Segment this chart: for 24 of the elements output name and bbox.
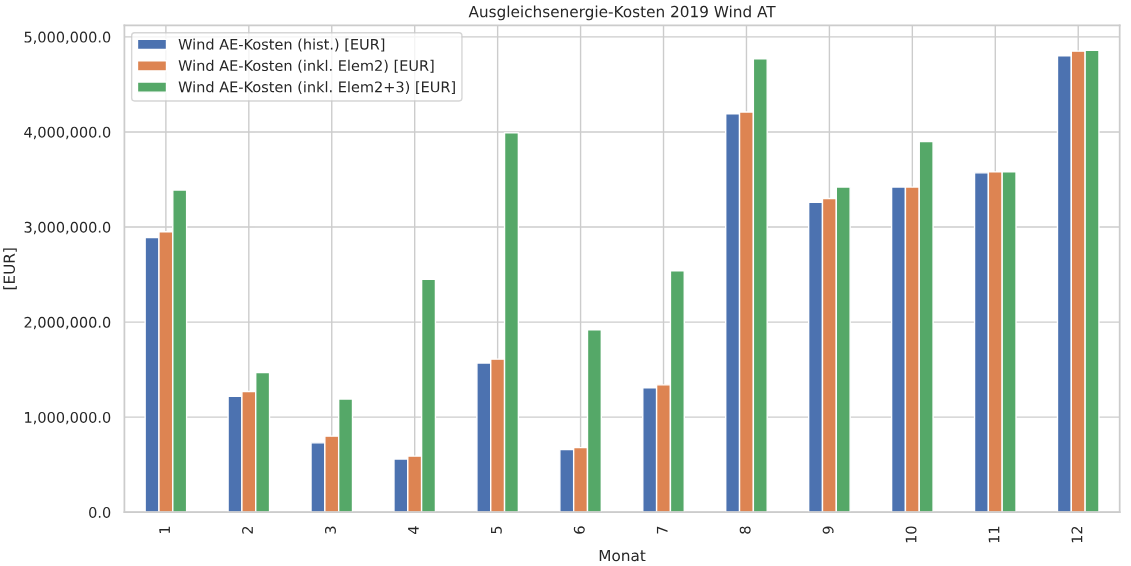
x-tick-label: 1 xyxy=(159,526,170,534)
x-tick-label: 10 xyxy=(905,526,917,543)
y-tick-label: 1,000,000.0 xyxy=(25,411,111,425)
chart-title: Ausgleichsenergie-Kosten 2019 Wind AT xyxy=(468,5,776,21)
y-tick-label: 3,000,000.0 xyxy=(24,221,111,235)
x-tick-label: 8 xyxy=(739,526,751,534)
legend-label: Wind AE-Kosten (inkl. Elem2+3) [EUR] xyxy=(178,81,455,95)
x-tick-label: 11 xyxy=(988,526,1000,543)
x-tick-label: 3 xyxy=(324,526,336,534)
x-tick-label: 7 xyxy=(656,526,668,534)
legend-label: Wind AE-Kosten (inkl. Elem2) [EUR] xyxy=(178,59,434,73)
x-tick-label: 4 xyxy=(408,526,419,534)
legend-label: Wind AE-Kosten (hist.) [EUR] xyxy=(178,38,385,52)
x-tick-label: 5 xyxy=(491,526,502,534)
y-axis-title: [EUR] xyxy=(3,248,17,290)
y-tick-label: 2,000,000.0 xyxy=(24,316,111,330)
y-tick-label: 5,000,000.0 xyxy=(24,31,111,45)
x-axis-title: Monat xyxy=(599,549,646,562)
x-tick-label: 9 xyxy=(822,526,834,534)
y-tick-label: 0.0 xyxy=(89,506,111,518)
y-tick-label: 4,000,000.0 xyxy=(24,126,111,140)
x-tick-label: 2 xyxy=(242,526,253,534)
x-tick-label: 6 xyxy=(573,526,585,534)
x-tick-label: 12 xyxy=(1071,526,1083,543)
